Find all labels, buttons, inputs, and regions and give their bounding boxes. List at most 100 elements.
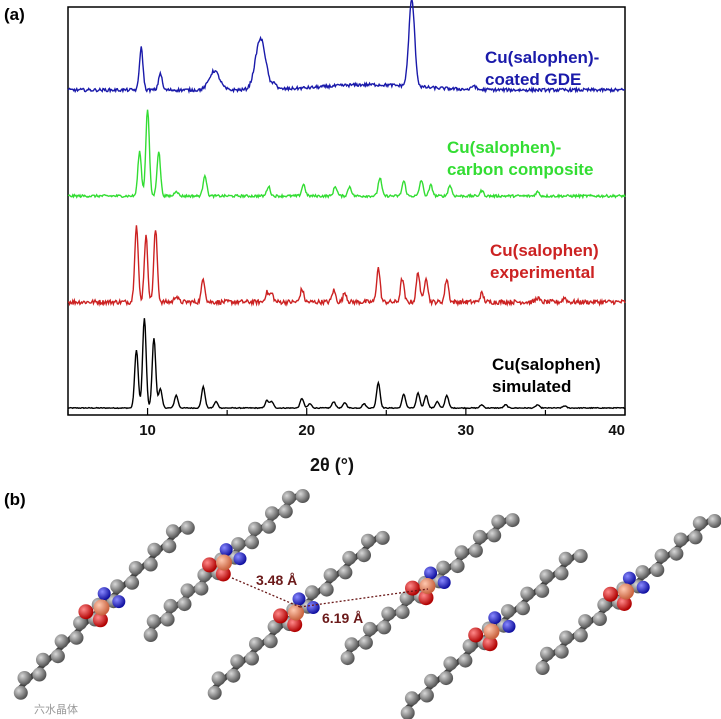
carbon-atom <box>578 614 593 629</box>
carbon-atom <box>443 656 458 671</box>
carbon-atom <box>163 598 178 613</box>
copper-atom <box>618 583 634 600</box>
watermark: 六水晶体 <box>34 702 78 716</box>
carbon-atom <box>128 561 143 575</box>
carbon-atom <box>462 639 477 653</box>
xrd-chart: 10 20 30 40 Cu(salophen)simulatedCu(salophe… <box>67 0 626 475</box>
carbon-atom <box>261 519 276 534</box>
distance-annotations: 3.48 Å 6.19 Å <box>231 572 429 626</box>
carbon-atom <box>50 649 65 664</box>
carbon-atom <box>654 548 669 563</box>
carbon-atom <box>707 514 721 528</box>
x-tick-label-10: 10 <box>139 422 156 439</box>
carbon-atom <box>424 673 439 688</box>
carbon-atom <box>539 569 554 584</box>
carbon-atom <box>248 521 263 536</box>
carbon-atom <box>554 644 569 659</box>
oxygen-atom <box>92 612 108 628</box>
carbon-atom <box>295 489 310 503</box>
carbon-atom <box>146 614 161 629</box>
carbon-atom <box>211 671 226 686</box>
carbon-atom <box>162 539 177 554</box>
carbon-atom <box>344 637 359 652</box>
series-lines <box>67 0 626 410</box>
carbon-atom <box>338 565 353 580</box>
carbon-atom <box>13 685 28 700</box>
molecule-3 <box>340 513 520 666</box>
x-axis-title: 2θ (°) <box>310 455 354 475</box>
oxygen-atom <box>215 566 231 582</box>
carbon-atom <box>267 619 282 634</box>
nitrogen-atom <box>97 587 111 601</box>
carbon-atom <box>487 528 502 543</box>
carbon-atom <box>419 688 434 703</box>
carbon-atom <box>559 630 574 645</box>
carbon-atom <box>491 514 506 529</box>
distance-label-2: 6.19 Å <box>322 610 363 626</box>
oxygen-atom <box>273 608 288 624</box>
carbon-atom <box>180 583 195 598</box>
distance-line-2 <box>299 588 429 608</box>
nitrogen-atom <box>306 601 320 614</box>
carbon-atom <box>69 630 84 645</box>
carbon-atom <box>375 530 390 545</box>
carbon-atom <box>573 628 588 643</box>
series-line-1 <box>67 225 626 307</box>
oxygen-atom <box>202 557 217 573</box>
carbon-atom <box>177 597 192 612</box>
molecule-1 <box>143 489 310 642</box>
nitrogen-atom <box>424 566 438 580</box>
carbon-atom <box>400 706 415 719</box>
carbon-atom <box>278 504 293 519</box>
molecule-5 <box>535 514 721 675</box>
carbon-atom <box>165 524 180 539</box>
carbon-atom <box>573 549 588 563</box>
series-line-0 <box>67 318 626 410</box>
carbon-atom <box>458 653 473 668</box>
carbon-atom <box>454 545 469 560</box>
oxygen-atom <box>405 580 420 596</box>
nitrogen-atom <box>636 580 650 594</box>
carbon-atom <box>520 586 535 601</box>
carbon-atom <box>516 601 530 616</box>
carbon-atom <box>669 546 684 561</box>
series-label-1-line-0: Cu(salophen) <box>490 241 599 260</box>
x-tick-label-40: 40 <box>608 422 625 439</box>
carbon-atom <box>110 579 125 594</box>
carbon-atom <box>558 551 573 566</box>
oxygen-atom <box>287 617 303 633</box>
carbon-atom <box>245 535 259 550</box>
carbon-atom <box>263 634 278 649</box>
carbon-atom <box>468 543 483 558</box>
carbon-atom <box>501 604 515 619</box>
carbon-atom <box>436 560 451 575</box>
carbon-atom <box>597 597 612 612</box>
carbon-atom <box>472 529 487 544</box>
nitrogen-atom <box>292 592 306 606</box>
carbon-atom <box>194 581 209 596</box>
carbon-atom <box>340 651 355 666</box>
carbon-atom <box>505 513 520 528</box>
nitrogen-atom <box>437 576 451 589</box>
distance-line-1 <box>231 577 301 608</box>
series-labels: Cu(salophen) simulated Cu(salophen) experim… <box>447 48 601 396</box>
carbon-atom <box>358 635 373 650</box>
carbon-atom <box>377 620 392 635</box>
carbon-atom <box>361 533 375 548</box>
molecule-4 <box>400 549 588 719</box>
carbon-atom <box>450 559 465 574</box>
carbon-atom <box>147 542 162 557</box>
series-label-0-line-1: simulated <box>492 377 571 396</box>
oxygen-atom <box>616 596 632 611</box>
carbon-atom <box>554 566 569 581</box>
crystal-packing-illustration <box>13 489 721 719</box>
carbon-atom <box>125 575 140 590</box>
copper-atom <box>483 623 500 640</box>
oxygen-atom <box>418 590 434 606</box>
carbon-atom <box>230 654 245 669</box>
series-label-2-line-1: carbon composite <box>447 160 593 179</box>
plot-frame <box>67 6 626 416</box>
carbon-atom <box>143 557 158 572</box>
nitrogen-atom <box>488 611 502 625</box>
carbon-atom <box>32 667 47 682</box>
